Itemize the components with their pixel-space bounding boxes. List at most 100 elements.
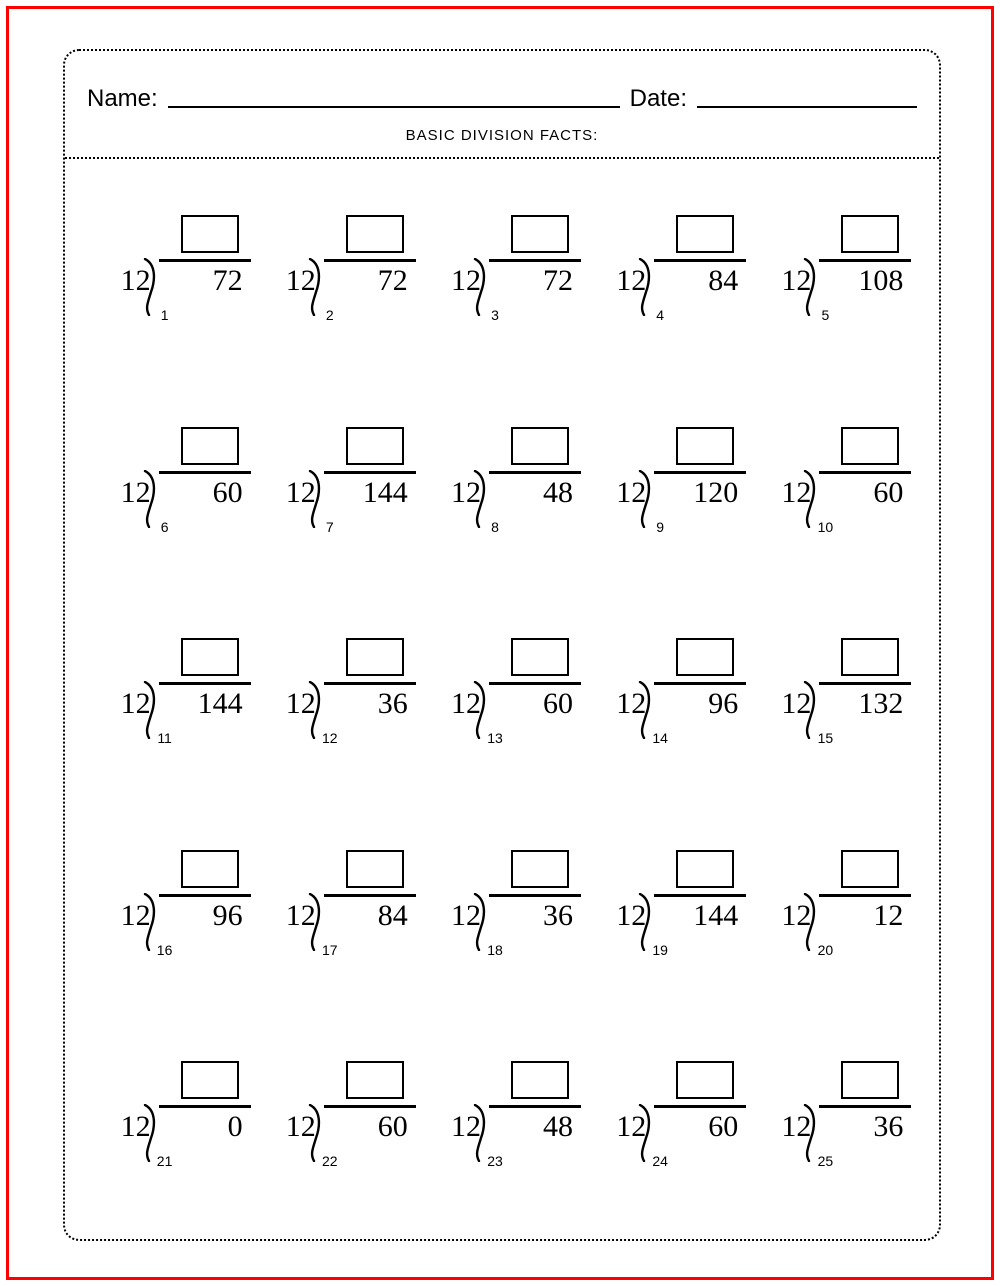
outer-frame: Name: Date: BASIC DIVISION FACTS: 127211… [6, 6, 994, 1280]
divisor-value: 12 [260, 264, 316, 298]
date-input-line[interactable] [697, 106, 917, 108]
problem-number: 16 [145, 942, 185, 958]
division-bar [819, 259, 911, 262]
problem-number: 7 [310, 519, 350, 535]
answer-box[interactable] [676, 215, 734, 253]
problem-number: 4 [640, 307, 680, 323]
worksheet-subtitle: BASIC DIVISION FACTS: [87, 127, 917, 144]
divisor-value: 12 [260, 476, 316, 510]
dividend-value: 120 [658, 476, 738, 510]
answer-box[interactable] [511, 215, 569, 253]
division-bar [819, 1105, 911, 1108]
division-problem: 121209 [588, 427, 746, 557]
answer-box[interactable] [676, 850, 734, 888]
problem-number: 15 [805, 730, 845, 746]
division-problem: 126022 [258, 1061, 416, 1191]
divisor-value: 12 [95, 264, 151, 298]
dividend-value: 36 [823, 1110, 903, 1144]
division-problem: 12488 [423, 427, 581, 557]
answer-box[interactable] [511, 850, 569, 888]
dividend-value: 60 [658, 1110, 738, 1144]
dividend-value: 60 [328, 1110, 408, 1144]
dividend-value: 48 [493, 1110, 573, 1144]
answer-box[interactable] [181, 215, 239, 253]
answer-box[interactable] [676, 427, 734, 465]
division-bar [819, 471, 911, 474]
answer-box[interactable] [841, 638, 899, 676]
divisor-value: 12 [755, 687, 811, 721]
problem-number: 22 [310, 1153, 350, 1169]
answer-box[interactable] [181, 1061, 239, 1099]
divisor-value: 12 [590, 687, 646, 721]
division-bar [654, 682, 746, 685]
dividend-value: 84 [658, 264, 738, 298]
divisor-value: 12 [260, 687, 316, 721]
answer-box[interactable] [346, 638, 404, 676]
answer-box[interactable] [841, 427, 899, 465]
divisor-value: 12 [425, 264, 481, 298]
dividend-value: 12 [823, 899, 903, 933]
problem-number: 23 [475, 1153, 515, 1169]
answer-box[interactable] [841, 1061, 899, 1099]
problem-number: 1 [145, 307, 185, 323]
division-problem: 12722 [258, 215, 416, 345]
answer-box[interactable] [511, 1061, 569, 1099]
division-bar [489, 259, 581, 262]
divisor-value: 12 [755, 476, 811, 510]
division-bar [159, 259, 251, 262]
answer-box[interactable] [346, 427, 404, 465]
answer-box[interactable] [676, 1061, 734, 1099]
divisor-value: 12 [425, 1110, 481, 1144]
worksheet-page: Name: Date: BASIC DIVISION FACTS: 127211… [63, 49, 941, 1241]
division-bar [159, 471, 251, 474]
division-bar [324, 894, 416, 897]
problem-number: 11 [145, 730, 185, 746]
answer-box[interactable] [511, 427, 569, 465]
dividend-value: 96 [658, 687, 738, 721]
division-problem: 121447 [258, 427, 416, 557]
problem-number: 17 [310, 942, 350, 958]
answer-box[interactable] [181, 427, 239, 465]
divisor-value: 12 [260, 899, 316, 933]
division-bar [654, 259, 746, 262]
divisor-value: 12 [590, 476, 646, 510]
division-problem: 1214411 [93, 638, 251, 768]
dividend-value: 96 [163, 899, 243, 933]
dividend-value: 108 [823, 264, 903, 298]
division-problem: 1213215 [753, 638, 911, 768]
division-problem: 121220 [753, 850, 911, 980]
division-bar [324, 259, 416, 262]
problem-number: 24 [640, 1153, 680, 1169]
dividend-value: 0 [163, 1110, 243, 1144]
division-bar [819, 894, 911, 897]
division-bar [654, 471, 746, 474]
answer-box[interactable] [346, 1061, 404, 1099]
header-row: Name: Date: [87, 65, 917, 113]
answer-box[interactable] [841, 850, 899, 888]
division-problem: 126024 [588, 1061, 746, 1191]
problem-number: 5 [805, 307, 845, 323]
divisor-value: 12 [755, 899, 811, 933]
answer-box[interactable] [841, 215, 899, 253]
division-bar [324, 682, 416, 685]
answer-box[interactable] [346, 215, 404, 253]
answer-box[interactable] [346, 850, 404, 888]
divisor-value: 12 [425, 476, 481, 510]
division-problem: 12 48 23 [423, 1061, 581, 1191]
answer-box[interactable] [511, 638, 569, 676]
dividend-value: 36 [328, 687, 408, 721]
division-bar [489, 894, 581, 897]
division-bar [324, 471, 416, 474]
division-bar [324, 1105, 416, 1108]
answer-box[interactable] [676, 638, 734, 676]
answer-box[interactable] [181, 638, 239, 676]
division-problem: 12021 [93, 1061, 251, 1191]
division-problem: 12 84 17 [258, 850, 416, 980]
answer-box[interactable] [181, 850, 239, 888]
divisor-value: 12 [95, 1110, 151, 1144]
name-input-line[interactable] [168, 106, 620, 108]
division-problem: 12844 [588, 215, 746, 345]
division-problem: 123612 [258, 638, 416, 768]
dividend-value: 84 [328, 899, 408, 933]
division-problem: 129616 [93, 850, 251, 980]
